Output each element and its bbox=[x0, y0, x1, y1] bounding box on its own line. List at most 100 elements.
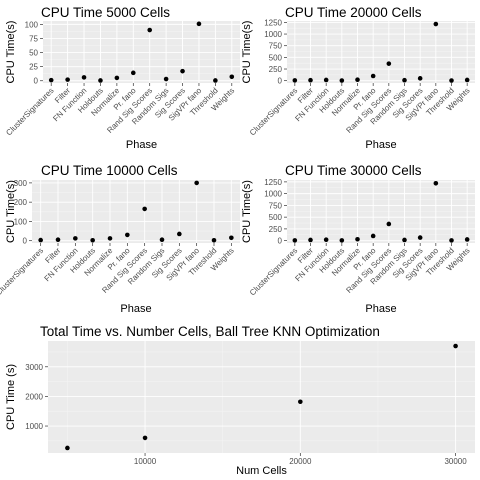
y-tick-label: 500 bbox=[269, 53, 283, 62]
y-tick-label: 750 bbox=[269, 42, 283, 51]
y-tick-label: 300 bbox=[14, 179, 28, 188]
data-point bbox=[177, 231, 182, 237]
x-axis-title: Num Cells bbox=[236, 465, 287, 477]
x-tick-label: 30000 bbox=[444, 457, 467, 466]
y-tick-label: 100 bbox=[14, 217, 28, 226]
data-point bbox=[402, 237, 407, 243]
data-point bbox=[196, 21, 202, 27]
y-tick-label: 1000 bbox=[264, 190, 282, 199]
data-point bbox=[114, 75, 120, 81]
y-tick-label: 250 bbox=[269, 225, 283, 234]
data-point bbox=[417, 76, 423, 81]
data-point bbox=[142, 435, 148, 441]
x-axis-title: Phase bbox=[126, 139, 157, 151]
y-tick-label: 250 bbox=[269, 65, 283, 74]
data-point bbox=[213, 78, 218, 83]
y-tick-label: 3000 bbox=[25, 363, 43, 372]
x-tick-label: ClusterSignatures bbox=[248, 86, 299, 137]
chart-title: Total Time vs. Number Cells, Ball Tree K… bbox=[40, 324, 380, 339]
y-tick-label: 200 bbox=[14, 198, 28, 207]
y-tick-label: 1000 bbox=[25, 422, 43, 431]
data-point bbox=[180, 68, 185, 74]
y-tick-label: 0 bbox=[278, 237, 283, 246]
data-point bbox=[142, 206, 147, 212]
plot-background bbox=[287, 21, 475, 83]
data-point bbox=[323, 237, 329, 243]
data-point bbox=[65, 77, 70, 82]
x-axis-title: Phase bbox=[365, 303, 396, 315]
data-point bbox=[38, 237, 43, 243]
data-point bbox=[433, 180, 439, 186]
data-point bbox=[125, 232, 130, 238]
data-point bbox=[211, 238, 217, 243]
data-point bbox=[130, 70, 136, 76]
y-tick-label: 25 bbox=[29, 63, 38, 72]
data-point bbox=[453, 343, 458, 349]
data-point bbox=[308, 237, 313, 243]
data-point bbox=[308, 77, 313, 83]
y-tick-label: 750 bbox=[269, 201, 283, 210]
y-tick-label: 500 bbox=[269, 213, 283, 222]
x-axis-title: Phase bbox=[365, 139, 396, 151]
y-tick-label: 1250 bbox=[264, 18, 282, 27]
data-point bbox=[81, 75, 87, 80]
y-tick-label: 1000 bbox=[264, 30, 282, 39]
data-point bbox=[292, 78, 298, 83]
data-point bbox=[147, 27, 153, 33]
y-tick-label: 50 bbox=[29, 49, 38, 58]
y-axis-title: CPU Time(s) bbox=[5, 180, 17, 243]
x-tick-label: ClusterSignatures bbox=[4, 86, 55, 137]
data-point bbox=[339, 238, 345, 243]
y-tick-label: 0 bbox=[34, 77, 39, 86]
data-point bbox=[55, 237, 61, 243]
data-point bbox=[386, 61, 392, 66]
data-point bbox=[323, 77, 329, 83]
chart-title: CPU Time 10000 Cells bbox=[41, 163, 178, 178]
data-point bbox=[107, 236, 113, 241]
y-axis-title: CPU Time(s) bbox=[241, 21, 253, 84]
plot-background bbox=[48, 341, 475, 453]
y-axis-title: CPU Time (s) bbox=[5, 364, 17, 430]
data-point bbox=[292, 238, 298, 243]
data-point bbox=[229, 74, 235, 80]
y-tick-label: 1250 bbox=[264, 178, 282, 187]
data-point bbox=[355, 236, 360, 242]
data-point bbox=[229, 235, 234, 241]
y-tick-label: 0 bbox=[23, 237, 28, 246]
data-point bbox=[339, 78, 345, 83]
y-tick-label: 100 bbox=[25, 20, 39, 29]
data-point bbox=[98, 78, 103, 83]
data-point bbox=[402, 77, 407, 83]
data-point bbox=[386, 221, 392, 227]
data-point bbox=[417, 235, 423, 240]
data-point bbox=[433, 21, 439, 27]
data-point bbox=[90, 238, 95, 243]
x-tick-label: ClusterSignatures bbox=[248, 246, 299, 297]
data-point bbox=[449, 238, 454, 243]
data-point bbox=[194, 180, 199, 186]
data-point bbox=[65, 445, 70, 451]
data-point bbox=[163, 76, 169, 82]
x-tick-label: 20000 bbox=[289, 457, 312, 466]
data-point bbox=[464, 237, 470, 242]
y-tick-label: 75 bbox=[29, 34, 38, 43]
data-point bbox=[370, 233, 376, 239]
chart-title: CPU Time 20000 Cells bbox=[285, 5, 422, 20]
y-axis-title: CPU Time(s) bbox=[5, 21, 17, 84]
y-tick-label: 2000 bbox=[25, 392, 43, 401]
data-point bbox=[159, 237, 165, 243]
chart-panel-2: 025050075010001250ClusterSignaturesFilte… bbox=[241, 5, 475, 151]
y-tick-label: 0 bbox=[278, 77, 283, 86]
data-point bbox=[48, 77, 54, 83]
data-point bbox=[449, 78, 454, 83]
x-tick-label: ClusterSignatures bbox=[0, 246, 45, 297]
x-tick-label: 10000 bbox=[134, 457, 157, 466]
x-axis-title: Phase bbox=[120, 303, 151, 315]
chart-title: CPU Time 30000 Cells bbox=[285, 163, 422, 178]
chart-title: CPU Time 5000 Cells bbox=[41, 5, 170, 20]
data-point bbox=[298, 399, 303, 405]
y-axis-title: CPU Time(s) bbox=[241, 180, 253, 243]
